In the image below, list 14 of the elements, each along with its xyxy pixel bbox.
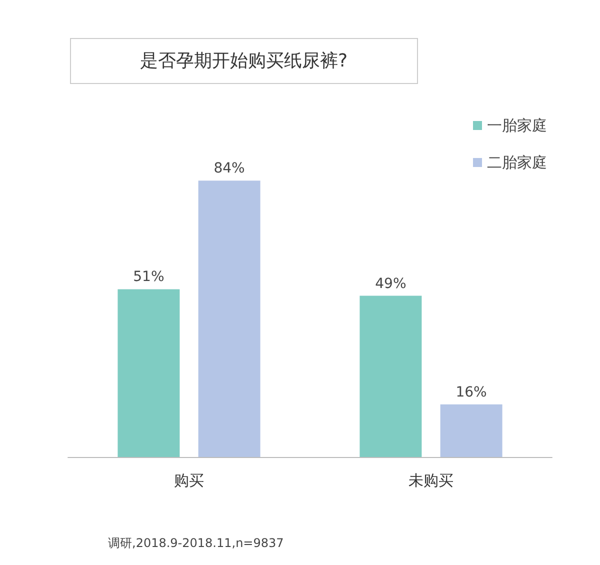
data-label: 16% [456,384,487,400]
data-label: 51% [133,269,164,286]
chart-title: 是否孕期开始购买纸尿裤? [140,50,348,72]
bar [360,296,422,457]
legend-label: 一胎家庭 [487,116,547,134]
bar [440,404,502,457]
data-label: 84% [214,160,245,177]
x-tick-label: 购买 [174,472,204,490]
x-tick-label: 未购买 [408,472,454,490]
bar [118,289,180,457]
legend-label: 二胎家庭 [487,154,547,172]
bar [198,180,260,457]
data-label: 49% [375,276,406,292]
text: 调研,2018.9-2018.11,n=9837 [108,536,284,550]
